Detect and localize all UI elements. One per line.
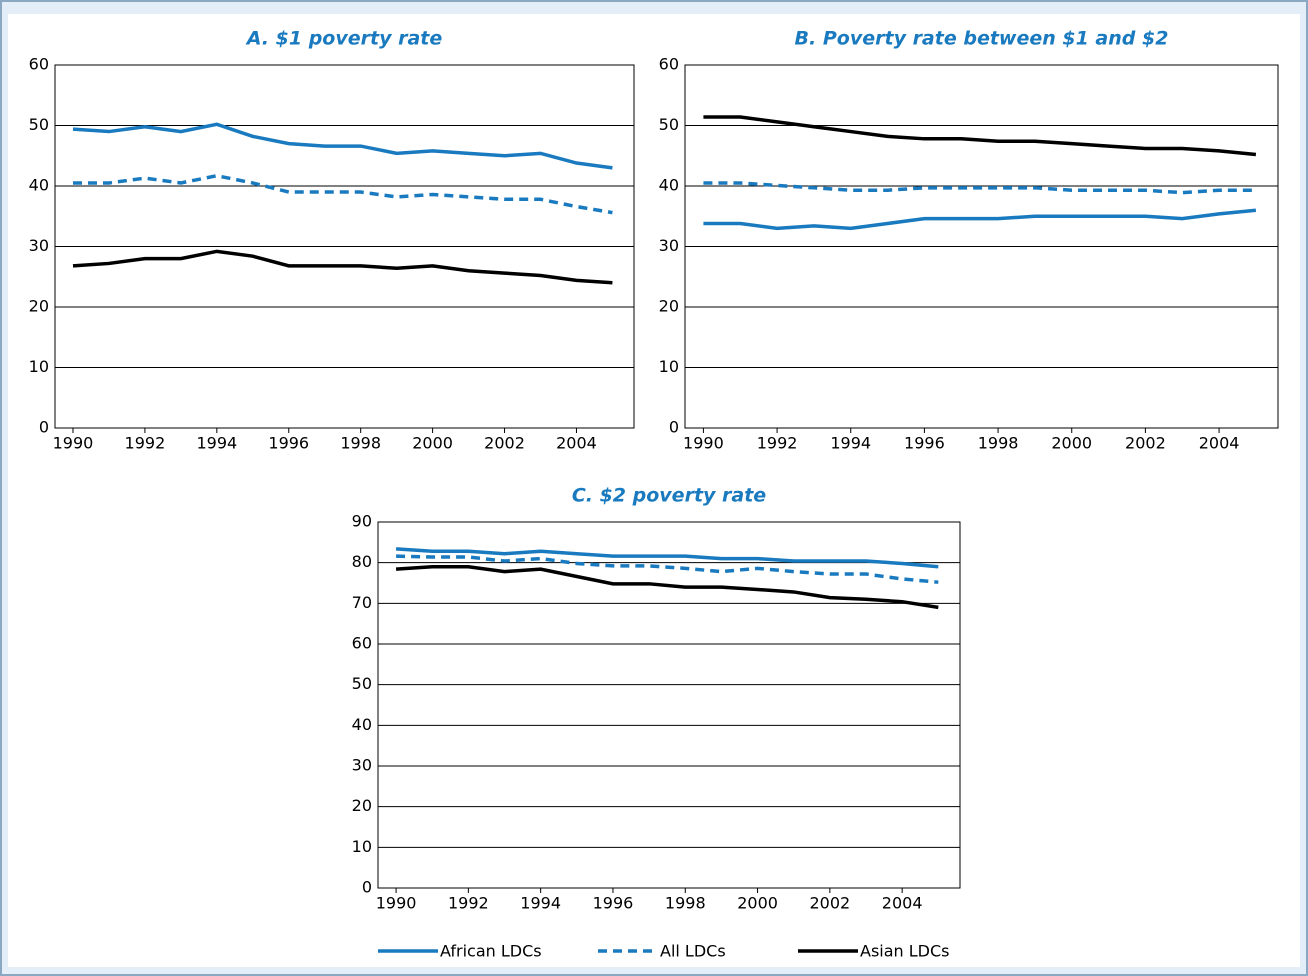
x-tick-label: 1994	[196, 434, 237, 453]
series-line	[396, 554, 939, 584]
x-tick-label: 1994	[830, 434, 871, 453]
series-line	[72, 173, 613, 215]
x-tick-label: 2002	[1125, 434, 1166, 453]
y-tick-label: 0	[362, 878, 372, 897]
y-tick-label: 50	[352, 674, 372, 693]
x-tick-label: 1990	[683, 434, 724, 453]
x-tick-label: 1992	[125, 434, 166, 453]
y-tick-label: 10	[352, 837, 372, 856]
y-tick-label: 70	[352, 593, 372, 612]
x-tick-label: 2004	[556, 434, 597, 453]
y-tick-label: 60	[29, 55, 49, 74]
x-tick-label: 2000	[1051, 434, 1092, 453]
series-line	[72, 122, 613, 170]
series-line	[703, 208, 1257, 231]
x-tick-label: 2002	[810, 894, 851, 913]
panel	[8, 14, 1300, 967]
x-tick-label: 1992	[448, 894, 489, 913]
x-tick-label: 1990	[53, 434, 94, 453]
y-tick-label: 40	[29, 176, 49, 195]
x-tick-label: 1996	[593, 894, 634, 913]
x-tick-label: 2002	[484, 434, 525, 453]
x-tick-label: 1998	[665, 894, 706, 913]
chart-title: C. $2 poverty rate	[572, 485, 766, 507]
y-tick-label: 30	[29, 236, 49, 255]
y-tick-label: 40	[352, 715, 372, 734]
y-tick-label: 40	[659, 176, 679, 195]
series-line	[703, 115, 1257, 157]
y-tick-label: 30	[352, 756, 372, 775]
y-tick-label: 20	[659, 297, 679, 316]
x-tick-label: 1994	[520, 894, 561, 913]
y-tick-label: 20	[352, 796, 372, 815]
y-tick-label: 10	[659, 357, 679, 376]
x-tick-label: 1990	[376, 894, 417, 913]
y-tick-label: 60	[352, 634, 372, 653]
y-tick-label: 80	[352, 552, 372, 571]
x-tick-label: 1998	[978, 434, 1019, 453]
series-line	[395, 547, 939, 569]
y-tick-label: 50	[29, 115, 49, 134]
y-tick-label: 10	[29, 357, 49, 376]
y-tick-label: 20	[29, 297, 49, 316]
legend-label: All LDCs	[660, 942, 726, 961]
series-line	[703, 181, 1256, 195]
x-tick-label: 2000	[412, 434, 453, 453]
series-line	[72, 249, 613, 285]
x-tick-label: 2000	[737, 894, 778, 913]
y-tick-label: 0	[669, 418, 679, 437]
x-tick-label: 1996	[268, 434, 309, 453]
legend-label: Asian LDCs	[860, 942, 950, 961]
x-tick-label: 1996	[904, 434, 945, 453]
y-tick-label: 0	[39, 418, 49, 437]
y-tick-label: 50	[659, 115, 679, 134]
series-line	[395, 564, 939, 610]
x-tick-label: 2004	[882, 894, 923, 913]
y-tick-label: 30	[659, 236, 679, 255]
chart-title: A. $1 poverty rate	[245, 28, 443, 50]
chart-title: B. Poverty rate between $1 and $2	[795, 28, 1169, 50]
x-tick-label: 1998	[340, 434, 381, 453]
y-tick-label: 90	[352, 512, 372, 531]
y-tick-label: 60	[659, 55, 679, 74]
x-tick-label: 1992	[757, 434, 798, 453]
x-tick-label: 2004	[1199, 434, 1240, 453]
legend-label: African LDCs	[440, 942, 542, 961]
